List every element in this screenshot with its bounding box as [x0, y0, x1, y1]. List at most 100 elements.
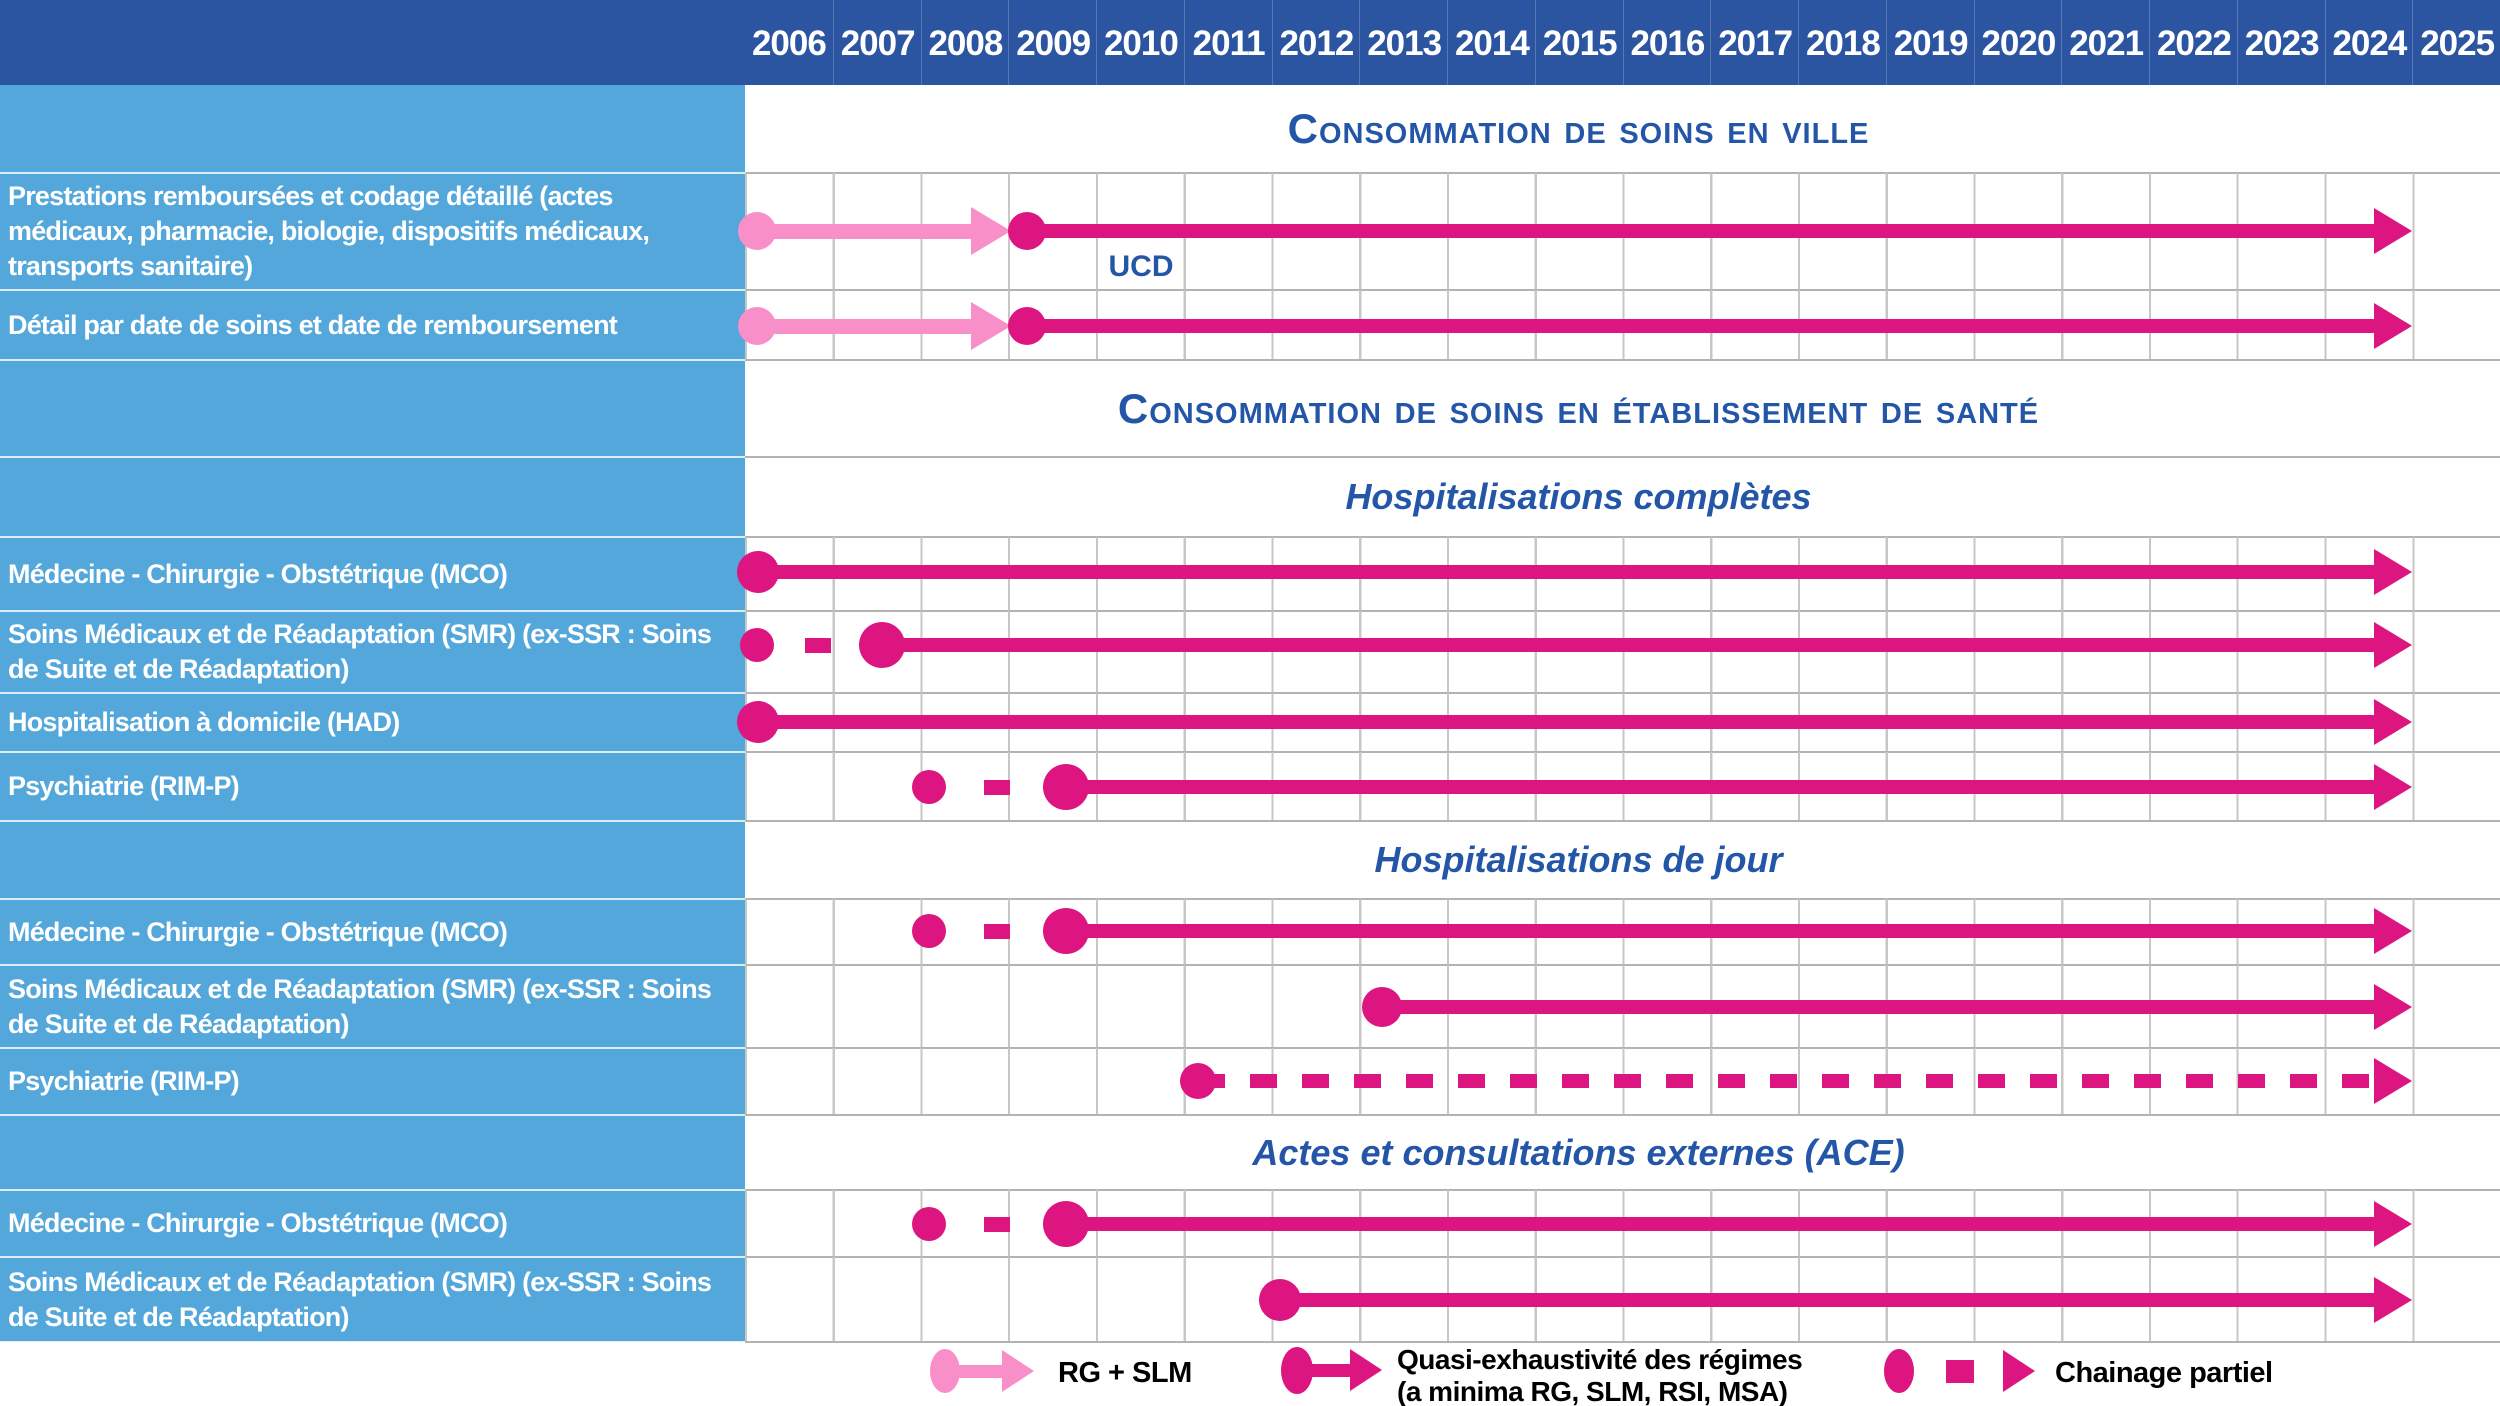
year-header-row: 2006 2007 2008 2009 2010 2011 2012 2013 2014 2015… — [0, 0, 2500, 85]
row-separator-line — [0, 456, 745, 458]
timeline-dashed-arrow-shaft — [1198, 1074, 2378, 1088]
row-label: Prestations remboursées et codage détail… — [8, 181, 650, 281]
row-label: Soins Médicaux et de Réadaptation (SMR) … — [8, 1266, 712, 1332]
timeline-arrowhead — [2374, 622, 2412, 668]
legend-rg-slm-label: RG + SLM — [1058, 1357, 1192, 1389]
year-label: 2007 — [832, 0, 922, 85]
timeline-arrowhead — [2374, 1201, 2412, 1247]
timeline-arrowhead — [2374, 764, 2412, 810]
grid-band-line — [745, 456, 2500, 458]
legend-quasi-shaft-icon — [1297, 1364, 1352, 1377]
year-label: 2011 — [1183, 0, 1273, 85]
timeline-arrowhead — [971, 207, 1011, 255]
timeline-dash — [984, 779, 1010, 795]
timeline-arrow-shaft — [758, 715, 2384, 729]
grid-column-lines — [745, 611, 2500, 693]
year-label: 2008 — [920, 0, 1010, 85]
section-title-ville: Consommation de soins en ville — [1287, 105, 1870, 152]
row-label: Médecine - Chirurgie - Obstétrique (MCO) — [8, 916, 508, 947]
row-separator-line — [0, 820, 745, 822]
row-label: Médecine - Chirurgie - Obstétrique (MCO) — [8, 558, 508, 589]
timeline-arrow-shaft — [758, 565, 2384, 579]
row-separator-line — [0, 1114, 745, 1116]
row-label: Soins Médicaux et de Réadaptation (SMR) … — [8, 973, 712, 1039]
year-label: 2024 — [2324, 0, 2414, 85]
year-label: 2020 — [1973, 0, 2063, 85]
row-label: Psychiatrie (RIM-P) — [8, 1066, 240, 1096]
row-separator-line — [0, 1341, 745, 1343]
timeline-arrow-shaft — [1066, 924, 2384, 938]
row-label: Hospitalisation à domicile (HAD) — [8, 707, 400, 737]
timeline-dash — [984, 923, 1010, 939]
timeline-arrow-shaft — [757, 319, 983, 334]
timeline-arrowhead — [2374, 208, 2412, 254]
timeline-dash — [805, 637, 831, 653]
year-label: 2006 — [751, 24, 827, 63]
timeline-arrowhead — [2374, 699, 2412, 745]
row-separator-line — [0, 536, 745, 538]
year-label: 2012 — [1271, 0, 1361, 85]
timeline-arrow-shaft — [1027, 319, 2384, 333]
timeline-arrowhead — [2374, 984, 2412, 1030]
section-title-hospitalisations-de-jour: Hospitalisations de jour — [1374, 839, 1783, 880]
legend-chainage-label: Chainage partiel — [2055, 1357, 2273, 1389]
timeline-start-dot — [740, 628, 774, 662]
row-separator-line — [0, 359, 745, 361]
section-title-hospitalisations-completes: Hospitalisations complètes — [1345, 476, 1812, 517]
row-label: Détail par date de soins et date de remb… — [8, 309, 618, 340]
legend-chainage-dot-icon — [1884, 1349, 1914, 1393]
timeline-arrow-shaft — [757, 224, 983, 239]
row-separator-line — [0, 898, 745, 900]
legend-quasi-label-line1: Quasi-exhaustivité des régimes — [1397, 1344, 1803, 1375]
row-separator-line — [0, 1189, 745, 1191]
row-separator-line — [0, 1256, 745, 1258]
year-label: 2025 — [2412, 0, 2500, 85]
timeline-start-dot — [912, 770, 946, 804]
row-separator-line — [0, 610, 745, 612]
timeline-dash — [984, 1216, 1010, 1232]
section-title-ace: Actes et consultations externes (ACE) — [1252, 1131, 1905, 1173]
year-label: 2009 — [1008, 0, 1097, 85]
legend-rg-slm-arrowhead-icon — [1002, 1350, 1034, 1392]
row-label: Soins Médicaux et de Réadaptation (SMR) … — [8, 619, 712, 684]
year-label: 2015 — [1534, 0, 1624, 85]
timeline-arrow-shaft — [1066, 780, 2384, 794]
timeline-arrowhead — [2374, 1277, 2412, 1323]
legend-quasi-arrowhead-icon — [1350, 1349, 1382, 1391]
row-separator-line — [0, 692, 745, 694]
legend-chainage-arrowhead-icon — [2003, 1350, 2035, 1392]
year-label: 2013 — [1359, 0, 1448, 85]
row-label: Psychiatrie (RIM-P) — [8, 771, 240, 801]
row-label: Médecine - Chirurgie - Obstétrique (MCO) — [8, 1208, 508, 1238]
year-label: 2016 — [1622, 0, 1712, 85]
year-label: 2023 — [2236, 0, 2326, 85]
year-label: 2021 — [2061, 0, 2150, 85]
legend-rg-slm-shaft-icon — [945, 1365, 1005, 1378]
year-label: 2010 — [1096, 0, 1185, 85]
legend-quasi-label-line2: (a minima RG, SLM, RSI, MSA) — [1397, 1376, 1788, 1406]
year-label: 2018 — [1798, 0, 1887, 85]
timeline-arrow-shaft — [1280, 1293, 2384, 1307]
grid-band-line — [745, 1114, 2500, 1116]
timeline-arrow-shaft — [1382, 1000, 2384, 1014]
row-separator-line — [0, 172, 745, 174]
timeline-arrowhead — [2374, 549, 2412, 595]
section-title-etablissement: Consommation de soins en établissement d… — [1117, 384, 2040, 432]
row-separator-line — [0, 289, 745, 291]
timeline-start-dot — [912, 914, 946, 948]
timeline-arrowhead — [2374, 303, 2412, 349]
grid-band-line — [745, 1341, 2500, 1343]
ucd-annotation: UCD — [1108, 250, 1174, 283]
row-separator-line — [0, 1047, 745, 1049]
grid-band-line — [745, 359, 2500, 361]
timeline-arrow-shaft — [882, 638, 2384, 652]
row-separator-line — [0, 964, 745, 966]
row-separator-line — [0, 751, 745, 753]
timeline-arrowhead — [2374, 908, 2412, 954]
timeline-arrowhead — [971, 302, 1011, 350]
year-label: 2014 — [1447, 0, 1536, 85]
grid-band-line — [745, 820, 2500, 822]
timeline-arrow-shaft — [1066, 1217, 2384, 1231]
timeline-start-dot — [912, 1207, 946, 1241]
